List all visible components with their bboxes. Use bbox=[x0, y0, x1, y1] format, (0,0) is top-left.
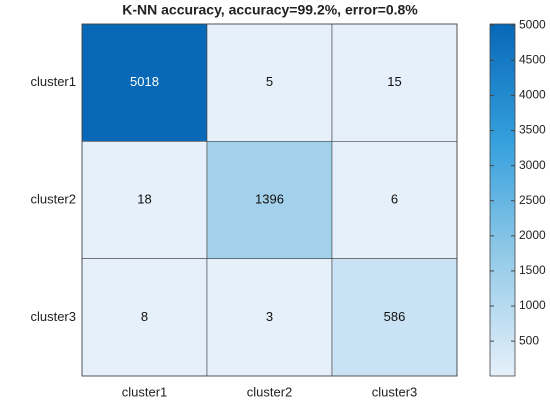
y-tick-label: cluster3 bbox=[30, 309, 76, 324]
cell-label: 6 bbox=[391, 191, 398, 206]
cell-label: 1396 bbox=[255, 191, 284, 206]
colorbar-tick-label: 4500 bbox=[519, 53, 546, 67]
colorbar-tick-label: 4000 bbox=[519, 88, 546, 102]
x-tick-label: cluster1 bbox=[122, 384, 168, 399]
chart-title: K-NN accuracy, accuracy=99.2%, error=0.8… bbox=[122, 2, 418, 18]
heatmap-cell bbox=[206, 141, 333, 259]
heatmap-cell bbox=[81, 258, 208, 377]
cell-label: 8 bbox=[141, 309, 148, 324]
cell-label: 15 bbox=[387, 74, 401, 89]
heatmap-cell bbox=[206, 23, 333, 142]
colorbar-tick-label: 3500 bbox=[519, 123, 546, 137]
colorbar-tick-label: 2500 bbox=[519, 193, 546, 207]
y-tick-label: cluster1 bbox=[30, 74, 76, 89]
x-tick-label: cluster2 bbox=[247, 384, 293, 399]
heatmap-cell bbox=[206, 258, 333, 377]
cell-label: 3 bbox=[266, 309, 273, 324]
cell-label: 5018 bbox=[130, 74, 159, 89]
colorbar-tick-label: 1000 bbox=[519, 298, 546, 312]
cell-label: 5 bbox=[266, 74, 273, 89]
colorbar-tick-label: 2000 bbox=[519, 228, 546, 242]
x-tick-label: cluster3 bbox=[372, 384, 418, 399]
colorbar-tick-label: 1500 bbox=[519, 263, 546, 277]
cell-label: 586 bbox=[384, 309, 406, 324]
colorbar-tick-label: 5000 bbox=[519, 17, 546, 31]
colorbar-tick-label: 3000 bbox=[519, 158, 546, 172]
colorbar-tick-label: 500 bbox=[519, 333, 539, 347]
heatmap-cell bbox=[81, 23, 208, 142]
colorbar bbox=[489, 23, 516, 377]
heatmap-cell bbox=[331, 141, 458, 259]
cell-label: 18 bbox=[137, 191, 151, 206]
heatmap-cell bbox=[81, 141, 208, 259]
y-tick-label: cluster2 bbox=[30, 191, 76, 206]
plot-frame bbox=[81, 23, 458, 377]
